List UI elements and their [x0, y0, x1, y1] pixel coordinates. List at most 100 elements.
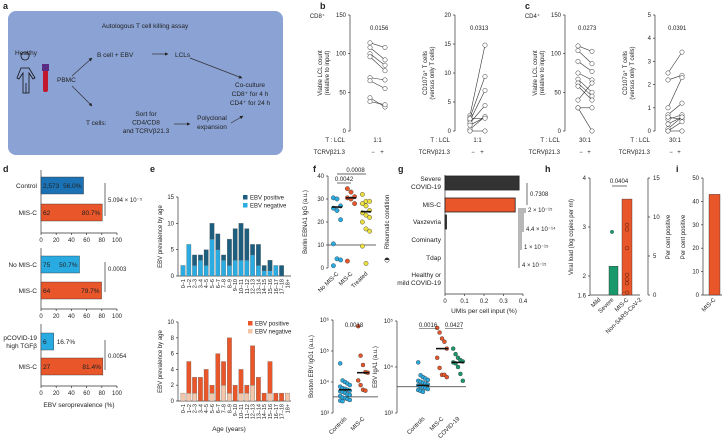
data-point — [363, 203, 369, 209]
y-axis-label: CD107a⁺ T cells — [622, 51, 629, 95]
data-point — [482, 128, 488, 134]
data-point — [665, 114, 671, 120]
y-tick-label: 10 — [317, 243, 324, 249]
pair-line — [369, 77, 386, 81]
pair-line — [577, 82, 593, 97]
minus-label: − — [371, 150, 375, 156]
data-point — [437, 365, 442, 371]
data-point — [679, 114, 685, 120]
bar-segment-positive — [209, 223, 215, 240]
y-tick-label: 40 — [317, 174, 324, 180]
data-point — [334, 208, 340, 213]
data-point — [352, 201, 357, 207]
seroprevalence-bar — [40, 332, 54, 351]
bar-segment-negative — [192, 265, 197, 277]
bar-segment-positive — [261, 265, 267, 271]
seroprevalence-bar — [40, 176, 84, 195]
x-tick-label: 12–13 — [251, 404, 257, 419]
data-point — [679, 100, 685, 106]
bar-segment-positive — [221, 254, 226, 261]
x-tick-label: 8–9 — [227, 404, 233, 413]
y-tick-label: 150 — [551, 13, 562, 19]
bar-segment-negative — [238, 392, 244, 402]
data-point — [482, 74, 488, 79]
bar-percent-label: 50.7% — [59, 262, 78, 269]
data-point — [589, 61, 595, 67]
x-axis-label: EBV seroprevalence (%) — [43, 402, 114, 409]
y-tick-label: 3 — [648, 59, 652, 65]
data-point — [348, 189, 354, 195]
x-tick-label: 0 — [39, 391, 43, 397]
panel-label-d: d — [3, 164, 9, 174]
data-point — [367, 45, 373, 50]
x-tick-label: 60 — [83, 238, 90, 244]
data-point — [589, 69, 595, 74]
x-axis-label: Age (years) — [212, 426, 246, 433]
data-point — [467, 116, 473, 122]
x-tick-label: No MIS-C — [318, 271, 341, 294]
ratio-value: 1:1 — [373, 138, 382, 144]
bar-segment-negative — [267, 392, 273, 402]
ratio-label: T : LCL — [430, 138, 450, 144]
pair-line — [577, 50, 593, 64]
x-axis-label: UMIs per cell input (%) — [451, 308, 517, 315]
bar-segment-positive — [221, 361, 226, 386]
p-value: 0.0008 — [346, 168, 365, 174]
bar-segment-positive — [279, 392, 284, 402]
y-tick-label: 1.6 — [578, 294, 587, 300]
y-tick-label: 150 — [336, 13, 347, 19]
bar-segment-positive — [192, 377, 197, 394]
data-point — [416, 360, 421, 365]
data-point — [338, 257, 343, 263]
data-point — [330, 263, 336, 269]
x-tick-label: 17–18 — [280, 404, 286, 419]
data-point — [363, 388, 368, 393]
x-tick-label: 20 — [53, 314, 60, 320]
data-point — [624, 246, 630, 251]
y-tick-label: 2 — [583, 274, 587, 280]
arrow-icon — [189, 57, 243, 79]
bar-segment-negative — [186, 392, 192, 402]
y-tick-label: 10 — [167, 221, 174, 227]
y-tick-label: 0 — [343, 129, 347, 135]
y-tick-label: 50 — [692, 176, 699, 182]
sort-label: Sort for — [135, 111, 157, 118]
data-point — [359, 219, 365, 225]
bar-segment-negative — [273, 265, 279, 277]
x-tick-label: 100 — [112, 238, 123, 244]
data-point — [575, 97, 581, 103]
data-point — [358, 382, 363, 388]
y-tick-label: 10⁴ — [320, 379, 330, 386]
plus-label: + — [380, 150, 384, 156]
data-point — [334, 196, 340, 202]
y-tick-label: 10⁵ — [320, 348, 330, 355]
healthy-label: Healthy — [15, 50, 38, 57]
p-value: 0.0016 — [419, 323, 438, 329]
y-tick-label: 10³ — [384, 411, 393, 417]
pair-line — [469, 117, 486, 120]
panel-label-h: h — [545, 164, 551, 174]
p-value: 1 × 10⁻¹⁵ — [524, 244, 549, 251]
data-point — [665, 77, 671, 83]
data-point — [330, 241, 336, 247]
data-point — [665, 70, 671, 76]
data-point — [340, 399, 345, 404]
pair-line — [577, 85, 593, 101]
data-point — [458, 371, 463, 377]
data-point — [665, 105, 671, 111]
bar-segment-positive — [209, 385, 215, 394]
y-tick-label: 20 — [444, 13, 451, 19]
bar-segment-positive — [256, 244, 261, 266]
bar-segment-negative — [244, 260, 250, 277]
y-tick-label: 20 — [692, 246, 699, 252]
data-point — [382, 102, 388, 108]
pair-line — [369, 42, 386, 48]
data-point — [358, 353, 363, 358]
y-tick-label: 4 — [171, 367, 175, 373]
y-tick-label: 2 — [171, 383, 175, 389]
ratio-value: 30:1 — [579, 138, 591, 144]
seroprevalence-bar — [40, 255, 80, 274]
x-tick-label: 20 — [53, 238, 60, 244]
legend-swatch — [248, 321, 253, 326]
x-tick-label: 3–4 — [198, 404, 204, 413]
